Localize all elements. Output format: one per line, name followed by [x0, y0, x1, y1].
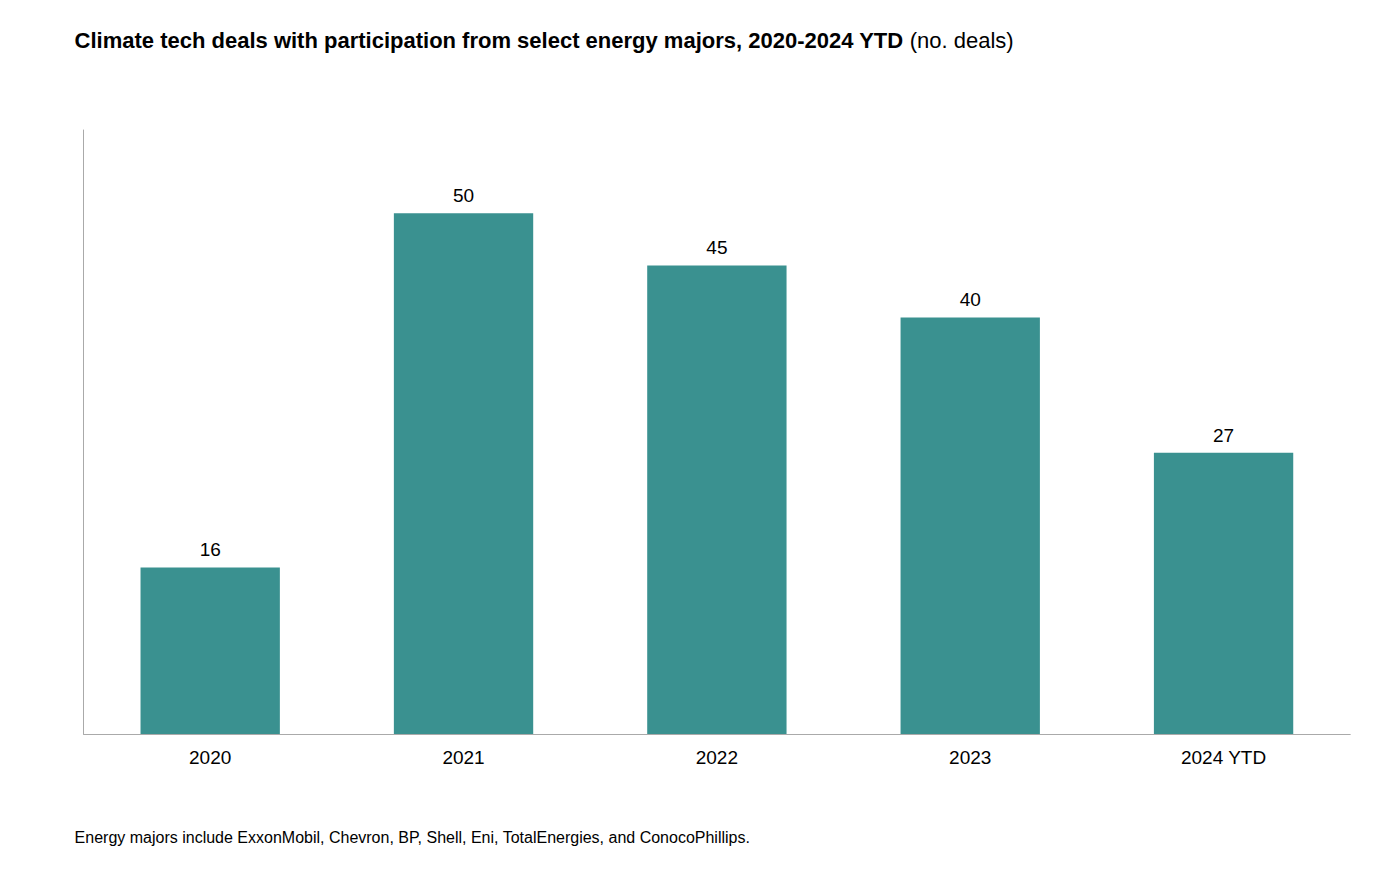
svg-text:2021: 2021 — [442, 747, 484, 768]
svg-text:2020: 2020 — [189, 747, 231, 768]
svg-text:Energy majors include ExxonMob: Energy majors include ExxonMobil, Chevro… — [75, 829, 750, 846]
svg-text:Climate tech deals with partic: Climate tech deals with participation fr… — [75, 28, 904, 53]
svg-text:2024 YTD: 2024 YTD — [1181, 747, 1266, 768]
svg-text:50: 50 — [453, 185, 474, 206]
svg-text:40: 40 — [960, 289, 981, 310]
svg-text:2023: 2023 — [949, 747, 991, 768]
svg-text:2022: 2022 — [696, 747, 738, 768]
svg-text:(no. deals): (no. deals) — [904, 28, 1014, 53]
svg-text:16: 16 — [200, 539, 221, 560]
svg-text:27: 27 — [1213, 425, 1234, 446]
svg-text:45: 45 — [706, 237, 727, 258]
